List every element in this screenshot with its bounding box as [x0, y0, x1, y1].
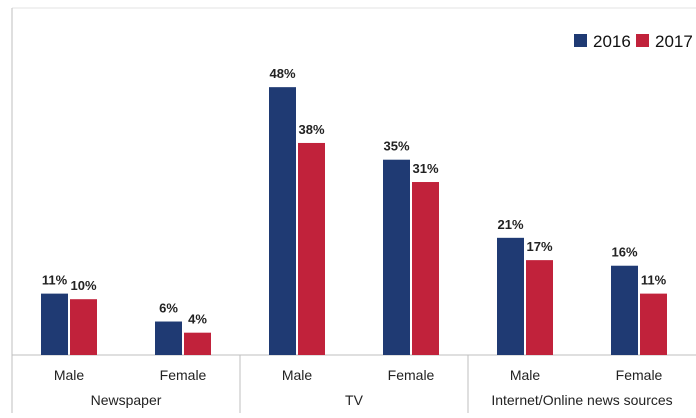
bar-2016-4 [497, 237, 524, 355]
bar-2017-1 [184, 332, 211, 355]
legend-swatch-2017 [636, 34, 649, 47]
data-label: 31% [412, 161, 438, 176]
x-group-label: TV [345, 392, 364, 408]
bar-2016-0 [41, 293, 68, 355]
data-label: 17% [526, 239, 552, 254]
bar-2017-5 [640, 293, 667, 355]
data-label: 6% [159, 301, 178, 316]
data-label: 11% [42, 273, 68, 288]
data-label: 11% [641, 273, 667, 288]
data-label: 35% [383, 139, 409, 154]
data-label: 10% [70, 278, 96, 293]
bar-2017-2 [298, 142, 325, 355]
x-tick-label: Male [54, 367, 85, 383]
x-tick-label: Male [282, 367, 313, 383]
data-label: 4% [188, 312, 207, 327]
x-group-label: Internet/Online news sources [491, 392, 672, 408]
bar-2017-3 [412, 182, 439, 355]
legend-swatch-2016 [574, 34, 587, 47]
bar-2016-1 [155, 321, 182, 355]
bar-2017-0 [70, 299, 97, 355]
data-label: 21% [497, 217, 523, 232]
x-tick-label: Female [160, 367, 207, 383]
bar-2016-3 [383, 159, 410, 355]
bar-2016-2 [269, 87, 296, 355]
data-label: 48% [269, 66, 295, 81]
x-group-label: Newspaper [91, 392, 162, 408]
bar-2017-4 [526, 260, 553, 355]
legend-label: 2017 [655, 32, 693, 51]
x-tick-label: Female [616, 367, 663, 383]
x-tick-label: Female [388, 367, 435, 383]
data-label: 38% [298, 122, 324, 137]
x-tick-label: Male [510, 367, 541, 383]
data-label: 16% [611, 245, 637, 260]
bar-2016-5 [611, 265, 638, 355]
legend-label: 2016 [593, 32, 631, 51]
